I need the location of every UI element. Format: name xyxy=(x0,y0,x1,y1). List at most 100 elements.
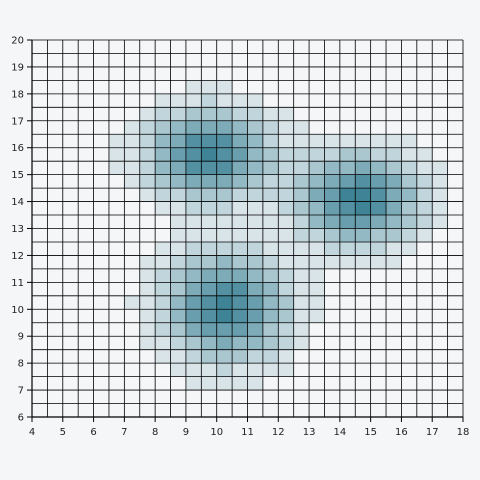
heatmap-cell xyxy=(155,309,171,323)
y-tick-label: 17 xyxy=(11,116,24,127)
heatmap-cell xyxy=(232,134,248,148)
heatmap-cell xyxy=(170,161,186,175)
heatmap-cell xyxy=(247,215,263,229)
heatmap-cell xyxy=(201,80,217,94)
heatmap-cell xyxy=(355,201,371,216)
x-tick-label: 12 xyxy=(272,427,285,438)
heatmap-cell xyxy=(416,188,433,202)
x-tick-label: 16 xyxy=(395,427,408,438)
heatmap-cell xyxy=(232,322,248,337)
x-tick-label: 4 xyxy=(29,427,35,438)
heatmap-cell xyxy=(278,161,294,175)
heatmap-cell xyxy=(262,295,279,310)
heatmap-cell xyxy=(170,268,186,283)
y-tick-label: 10 xyxy=(11,305,24,316)
heatmap-cell xyxy=(216,120,233,135)
heatmap-cell xyxy=(216,363,233,377)
heatmap-cell xyxy=(216,268,233,283)
heatmap-cell xyxy=(185,147,202,162)
heatmap-cell xyxy=(324,161,340,175)
heatmap-cell xyxy=(232,228,248,242)
heatmap-cell xyxy=(324,215,340,229)
x-tick-label: 18 xyxy=(457,427,470,438)
x-tick-label: 8 xyxy=(152,427,158,438)
heatmap-cell xyxy=(139,161,156,175)
heatmap-cell xyxy=(293,295,310,310)
heatmap-cell xyxy=(170,309,186,323)
heatmap-cell xyxy=(216,322,233,337)
heatmap-cell xyxy=(401,241,417,256)
heatmap-cell xyxy=(339,215,356,229)
heatmap-cell xyxy=(201,322,217,337)
heatmap-cell xyxy=(262,174,279,189)
heatmap-cell xyxy=(355,215,371,229)
heatmap-cell xyxy=(401,188,417,202)
x-tick-label: 6 xyxy=(90,427,96,438)
heatmap-cell xyxy=(386,201,402,216)
heatmap-cell xyxy=(293,336,310,350)
x-tick-label: 17 xyxy=(426,427,439,438)
heatmap-cell xyxy=(293,147,310,162)
heatmap-cell xyxy=(170,228,186,242)
heatmap-cell xyxy=(309,174,325,189)
heatmap-cell xyxy=(170,93,186,108)
heatmap-cell xyxy=(201,241,217,256)
heatmap-cell xyxy=(139,322,156,337)
heatmap-cell xyxy=(278,241,294,256)
heatmap-cell xyxy=(170,336,186,350)
heatmap-cell xyxy=(262,215,279,229)
heatmap-cell xyxy=(355,174,371,189)
heatmap-cell xyxy=(339,201,356,216)
heatmap-cell xyxy=(247,322,263,337)
heatmap-cell xyxy=(370,255,387,269)
heatmap-cell xyxy=(232,376,248,391)
heatmap-cell xyxy=(278,201,294,216)
heatmap-cell xyxy=(139,295,156,310)
heatmap-cell xyxy=(247,282,263,296)
heatmap-cell xyxy=(339,228,356,242)
heatmap-cell xyxy=(139,255,156,269)
heatmap-cell xyxy=(355,241,371,256)
heatmap-cell xyxy=(216,309,233,323)
heatmap-cell xyxy=(247,174,263,189)
heatmap-cell xyxy=(355,134,371,148)
heatmap-cell xyxy=(185,336,202,350)
heatmap-cell xyxy=(155,201,171,216)
heatmap-cell xyxy=(247,363,263,377)
heatmap-cell xyxy=(401,161,417,175)
y-tick-label: 16 xyxy=(11,143,24,154)
heatmap-cell xyxy=(293,201,310,216)
heatmap-cell xyxy=(262,147,279,162)
heatmap-cell xyxy=(278,309,294,323)
heatmap-cell xyxy=(309,241,325,256)
heatmap-cell xyxy=(247,268,263,283)
heatmap-cell xyxy=(170,282,186,296)
heatmap-cell xyxy=(139,188,156,202)
y-tick-label: 14 xyxy=(11,197,24,208)
heatmap-cell xyxy=(401,215,417,229)
heatmap-cell xyxy=(201,295,217,310)
heatmap-cell xyxy=(247,336,263,350)
heatmap-cell xyxy=(293,161,310,175)
heatmap-cell xyxy=(201,107,217,121)
heatmap-cell xyxy=(370,215,387,229)
heatmap-cell xyxy=(232,349,248,364)
heatmap-cell xyxy=(324,174,340,189)
heatmap-cell xyxy=(170,241,186,256)
heatmap-cell xyxy=(339,147,356,162)
heatmap-cell xyxy=(432,215,448,229)
heatmap-cell xyxy=(216,295,233,310)
heatmap-cell xyxy=(401,134,417,148)
heatmap-cell xyxy=(216,228,233,242)
heatmap-cell xyxy=(262,201,279,216)
heatmap-cell xyxy=(185,376,202,391)
heatmap-cell xyxy=(278,228,294,242)
heatmap-cell xyxy=(139,174,156,189)
heatmap-cell xyxy=(262,188,279,202)
heatmap-cell xyxy=(247,134,263,148)
heatmap-cell xyxy=(185,228,202,242)
heatmap-cell xyxy=(309,215,325,229)
heatmap-cell xyxy=(201,228,217,242)
heatmap-cell xyxy=(216,349,233,364)
heatmap-cell xyxy=(155,161,171,175)
